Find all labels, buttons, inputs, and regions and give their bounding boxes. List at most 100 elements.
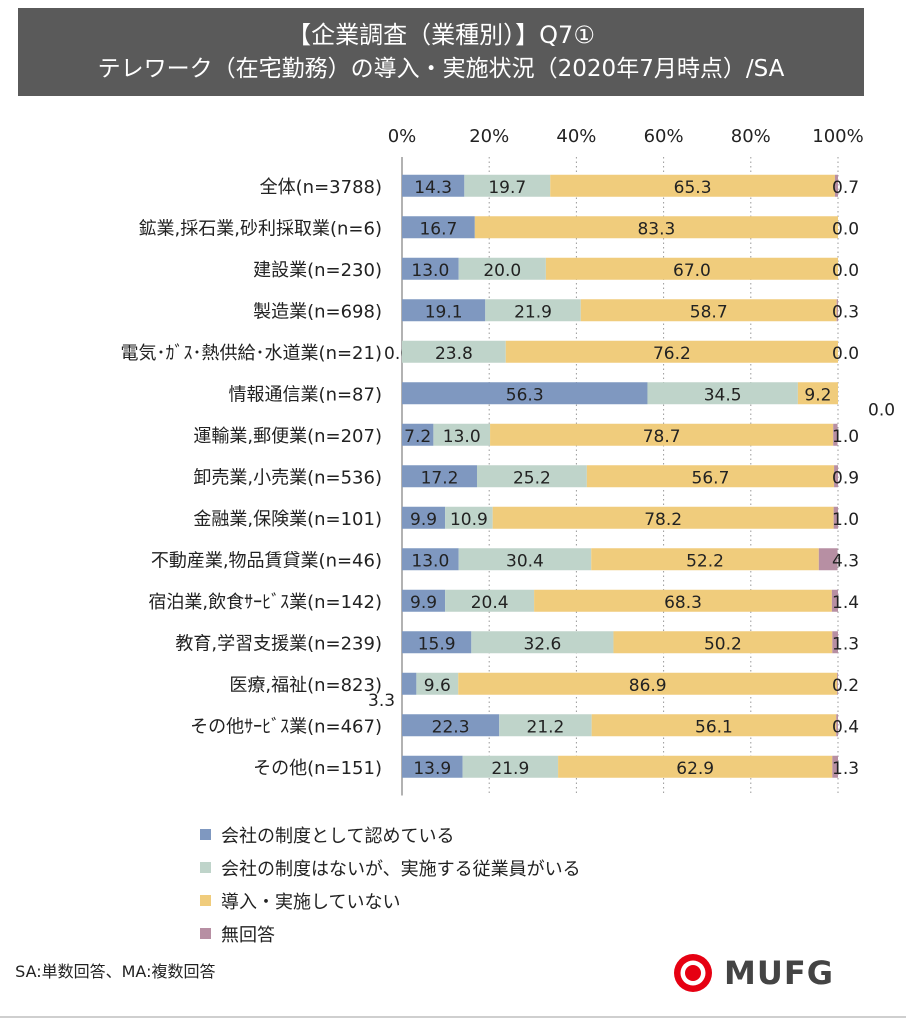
bar-segment — [416, 672, 459, 695]
bar-segment — [832, 631, 838, 654]
data-label: 9.2 — [804, 385, 831, 405]
data-label: 9.9 — [410, 510, 437, 530]
bar-segment — [458, 548, 592, 571]
x-tick-label: 40% — [556, 126, 596, 147]
data-label: 67.0 — [673, 261, 711, 281]
bar-segment — [402, 257, 459, 280]
legend-swatch — [200, 928, 211, 939]
x-tick-label: 80% — [731, 126, 771, 147]
bar-segment — [471, 631, 614, 654]
bar-segment — [499, 714, 592, 737]
bar-segment — [402, 465, 477, 488]
category-label: 不動産業,物品賃貸業(n=46) — [151, 550, 382, 571]
legend-item: 会社の制度として認めている — [200, 818, 581, 851]
data-label: 21.9 — [514, 302, 552, 322]
data-label: 78.7 — [643, 427, 681, 447]
bar-segment — [833, 506, 838, 529]
bar-segment — [402, 589, 446, 612]
bar-segment — [836, 299, 838, 322]
category-label: 鉱業,採石業,砂利採取業(n=6) — [139, 218, 382, 239]
data-label: 32.6 — [523, 634, 561, 654]
bar-segment — [464, 174, 551, 197]
bar-segment — [458, 257, 546, 280]
bar-segment — [831, 589, 838, 612]
data-label: 56.3 — [506, 385, 544, 405]
data-label: 1.4 — [832, 593, 859, 613]
category-label: 宿泊業,飲食ｻｰﾋﾞｽ業(n=142) — [148, 592, 382, 613]
bar-segment — [402, 299, 486, 322]
data-label: 30.4 — [506, 551, 544, 571]
data-label: 58.7 — [690, 302, 728, 322]
legend: 会社の制度として認めている 会社の制度はないが、実施する従業員がいる 導入・実施… — [200, 818, 581, 950]
category-label: 金融業,保険業(n=101) — [193, 509, 382, 530]
category-label: その他ｻｰﾋﾞｽ業(n=467) — [190, 716, 382, 737]
category-label: 製造業(n=698) — [253, 301, 382, 322]
bar-segment — [492, 506, 834, 529]
data-label: 83.3 — [637, 219, 675, 239]
legend-item: 導入・実施していない — [200, 884, 581, 917]
x-tick-label: 0% — [388, 126, 417, 147]
chart-title: 【企業調査（業種別）】Q7① — [287, 21, 595, 49]
data-label: 16.7 — [419, 219, 457, 239]
legend-item: 無回答 — [200, 917, 581, 950]
bar-segment — [402, 631, 472, 654]
bar-segment — [476, 465, 587, 488]
data-label: 19.7 — [488, 178, 526, 198]
footnote-marker: ） — [0, 962, 10, 981]
category-label: 運輸業,郵便業(n=207) — [193, 426, 382, 447]
category-label: 建設業(n=230) — [253, 260, 382, 281]
category-label: 情報通信業(n=87) — [229, 384, 382, 405]
bar-segment — [834, 174, 838, 197]
data-label: 0.4 — [832, 717, 859, 737]
chart-title-banner: 【企業調査（業種別）】Q7① テレワーク（在宅勤務）の導入・実施状況（2020年… — [18, 8, 864, 96]
bar-segment — [402, 548, 459, 571]
bar-segment — [647, 382, 798, 405]
data-label: 23.8 — [435, 344, 473, 364]
data-label: 0.0 — [832, 219, 859, 239]
data-label: 86.9 — [629, 676, 667, 696]
bar-segment — [402, 174, 465, 197]
mufg-logo-mark-icon — [674, 954, 712, 992]
bar-segment — [833, 423, 838, 446]
data-label: 19.1 — [425, 302, 463, 322]
data-label: 13.9 — [413, 759, 451, 779]
bar-segment — [505, 340, 838, 363]
divider — [0, 1016, 906, 1018]
bar-segment — [402, 423, 434, 446]
data-label: 0.0 — [868, 400, 895, 420]
bar-segment — [402, 340, 506, 363]
data-label: 0.0 — [832, 261, 859, 281]
data-label: 1.3 — [832, 759, 859, 779]
legend-swatch — [200, 895, 211, 906]
bar-segment — [433, 423, 491, 446]
x-tick-label: 20% — [469, 126, 509, 147]
bar-segment — [490, 423, 834, 446]
legend-swatch — [200, 829, 211, 840]
category-label: 教育,学習支援業(n=239) — [175, 633, 382, 654]
data-label: 13.0 — [443, 427, 481, 447]
bar-segment — [558, 755, 833, 778]
data-label: 65.3 — [674, 178, 712, 198]
chart-subtitle: テレワーク（在宅勤務）の導入・実施状況（2020年7月時点）/SA — [97, 56, 785, 82]
bar-segment — [591, 714, 837, 737]
bar-segment — [545, 257, 838, 280]
bar-segment — [474, 216, 838, 239]
data-label: 4.3 — [832, 551, 859, 571]
data-label: 0.0 — [832, 344, 859, 364]
bar-segment — [402, 216, 475, 239]
data-label: 25.2 — [513, 468, 551, 488]
data-label: 50.2 — [704, 634, 742, 654]
data-label: 15.9 — [418, 634, 456, 654]
bar-segment — [837, 672, 838, 695]
data-label: 0.2 — [832, 676, 859, 696]
bar-segment — [402, 506, 446, 529]
category-label: 医療,福祉(n=823) — [229, 675, 382, 696]
data-label: 62.9 — [676, 759, 714, 779]
data-label: 9.6 — [424, 676, 451, 696]
data-label: 20.4 — [471, 593, 509, 613]
data-label: 1.0 — [832, 510, 859, 530]
data-label: 52.2 — [686, 551, 724, 571]
bar-segment — [485, 299, 581, 322]
mufg-logo: MUFG — [672, 952, 834, 994]
